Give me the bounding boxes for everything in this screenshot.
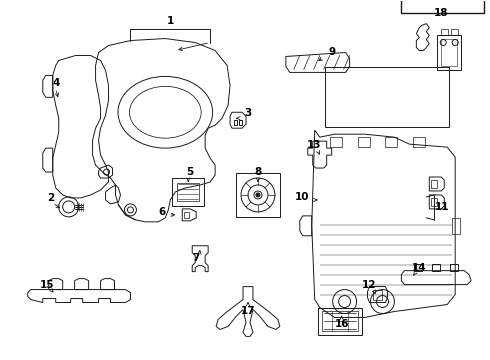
Text: 18: 18: [434, 8, 448, 18]
Text: 6: 6: [159, 207, 166, 217]
Bar: [431, 180, 437, 188]
Bar: [441, 28, 448, 35]
Bar: [431, 198, 437, 206]
Bar: [239, 120, 242, 125]
Bar: [177, 183, 199, 201]
Text: 14: 14: [412, 263, 427, 273]
Text: 5: 5: [187, 167, 194, 177]
Text: 3: 3: [245, 108, 251, 118]
Circle shape: [256, 193, 260, 197]
Bar: [372, 289, 383, 300]
Text: 16: 16: [334, 319, 349, 329]
Text: 4: 4: [52, 78, 59, 88]
Bar: [437, 35, 461, 71]
Bar: [451, 28, 458, 35]
Bar: [414, 137, 425, 147]
Text: 13: 13: [306, 140, 321, 150]
Bar: [172, 178, 204, 206]
Text: 11: 11: [435, 202, 449, 212]
Text: 8: 8: [254, 167, 262, 177]
Bar: [358, 137, 369, 147]
Text: 1: 1: [167, 15, 174, 26]
Text: 10: 10: [294, 192, 309, 202]
Bar: [386, 137, 397, 147]
Bar: [184, 212, 189, 218]
Bar: [401, 0, 484, 13]
Bar: [441, 39, 457, 67]
Text: 9: 9: [328, 48, 335, 58]
Bar: [318, 307, 362, 336]
Bar: [322, 311, 358, 332]
Text: 12: 12: [362, 280, 377, 289]
Bar: [452, 218, 460, 234]
Text: 2: 2: [47, 193, 54, 203]
Text: 15: 15: [40, 280, 54, 289]
Bar: [236, 173, 280, 217]
Bar: [234, 120, 237, 125]
Text: 17: 17: [241, 306, 255, 316]
Bar: [330, 137, 342, 147]
Text: 7: 7: [193, 253, 200, 263]
Bar: [325, 67, 449, 127]
